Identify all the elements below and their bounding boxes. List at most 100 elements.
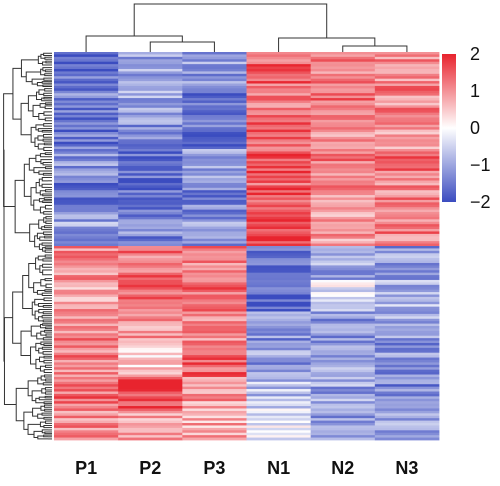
heatmap-cell [310,265,376,269]
heatmap-cell [118,107,183,111]
heatmap-cell [182,364,247,368]
heatmap-cell [374,241,440,244]
heatmap-cell [310,369,376,373]
heatmap-cell [182,398,247,402]
heatmap-cell [374,355,440,358]
heatmap-cell [246,178,312,181]
heatmap-cell [310,350,376,354]
heatmap-cell [246,105,312,109]
row-dendrogram [3,52,52,440]
heatmap-cell [374,294,440,298]
heatmap-cell [182,345,247,349]
heatmap-cell [118,185,183,189]
heatmap-cell [374,435,440,438]
heatmap-cell [182,151,247,155]
dendrogram-branch [44,408,48,412]
heatmap-cell [246,408,312,412]
heatmap-cell [182,284,247,288]
column-label-n1: N1 [267,458,290,478]
heatmap-cell [246,61,312,65]
heatmap-cell [118,359,183,363]
heatmap-cell [374,364,440,368]
heatmap-cell [182,323,247,327]
heatmap-cell [54,110,119,114]
heatmap-cell [310,330,376,334]
heatmap-cell [246,357,312,361]
heatmap-cell [118,284,183,288]
heatmap-cell [374,105,440,109]
heatmap-cell [182,296,247,300]
heatmap-cell [246,323,312,327]
heatmap-cell [182,66,247,70]
heatmap-cell [182,262,247,266]
heatmap-cell [54,59,119,63]
heatmap-cell [118,427,183,431]
dendrogram-branch [43,146,48,152]
heatmap-cell [310,112,376,116]
heatmap-cell [246,88,312,92]
heatmap-cell [182,233,247,237]
heatmap-cell [310,420,376,424]
dendrogram-branch [41,412,48,416]
heatmap-cell [246,224,312,227]
heatmap-cell [310,398,376,402]
heatmap-cell [118,270,183,274]
heatmap-cell [182,199,247,203]
heatmap-cell [310,326,376,329]
heatmap-cell [118,313,183,317]
dendrogram-branch [42,200,48,204]
heatmap-cell [54,284,119,288]
heatmap-cell [54,122,119,126]
color-scale-tick-label: −1 [470,155,491,175]
heatmap-cell [54,275,119,278]
dendrogram-branch [45,378,48,382]
heatmap-cell [310,236,376,240]
heatmap-cell [54,401,119,405]
heatmap-cell [310,102,376,106]
heatmap-cell [246,292,312,295]
heatmap-cell [54,413,119,417]
heatmap-cell [118,156,183,160]
dendrogram-branch [27,95,37,112]
heatmap-cell [246,374,312,378]
heatmap-cell [54,410,119,414]
heatmap-cell [246,175,312,179]
heatmap-cell [374,250,440,254]
heatmap-cell [54,236,119,240]
heatmap-cell [118,246,183,249]
dendrogram-branch [25,71,41,83]
heatmap-cell [54,139,119,143]
heatmap-cell [246,340,312,344]
dendrogram-branch [36,81,43,87]
heatmap-cell [182,93,247,97]
heatmap-cell [54,73,119,77]
heatmap-cell [118,93,183,97]
heatmap-cell [54,117,119,121]
heatmap-cell [118,333,183,337]
heatmap-cell [54,195,119,198]
heatmap-cell [54,389,119,392]
heatmap-cell [246,59,312,63]
heatmap-cell [182,430,247,434]
heatmap-cell [182,410,247,414]
dendrogram-branch [42,269,48,276]
heatmap-cell [374,158,440,162]
heatmap-cell [182,100,247,104]
heatmap-cell [374,161,440,164]
heatmap-cell [374,374,440,378]
heatmap-cell [118,229,183,232]
heatmap-cell [374,296,440,300]
heatmap-cell [54,107,119,111]
dendrogram-branch [43,231,48,235]
heatmap-cell [374,420,440,424]
heatmap-cell [118,330,183,334]
heatmap-cell [374,289,440,293]
color-scale-bar [442,54,456,202]
heatmap-cell [182,216,247,220]
heatmap-cell [54,173,119,177]
heatmap-cell [374,127,440,130]
heatmap-cell [118,170,183,174]
dendrogram-branch [44,374,48,378]
heatmap-cell [118,221,183,225]
heatmap-cell [246,229,312,232]
